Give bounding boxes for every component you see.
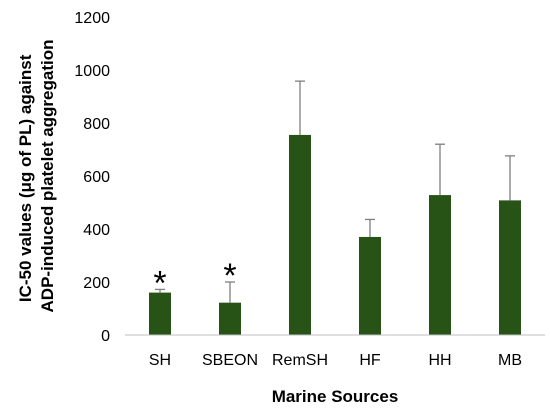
bar (289, 134, 311, 335)
x-axis-title: Marine Sources (272, 387, 399, 406)
bar (499, 200, 521, 335)
x-tick-label: RemSH (272, 352, 328, 369)
x-tick-label: SH (149, 352, 171, 369)
error-bars (155, 80, 515, 303)
bar (219, 302, 241, 335)
y-tick-label: 1000 (74, 63, 110, 80)
bar (149, 292, 171, 335)
y-tick-label: 1200 (74, 10, 110, 27)
significance-annotation: * (153, 264, 166, 302)
bar (429, 195, 451, 335)
x-tick-label: HF (359, 352, 381, 369)
y-axis-title: IC-50 values (μg of PL) against ADP-indu… (16, 40, 57, 313)
y-tick-label: 200 (83, 275, 110, 292)
y-axis-ticks: 0 200 400 600 800 1000 1200 (74, 10, 110, 345)
y-tick-label: 400 (83, 222, 110, 239)
annotations: * * (153, 257, 236, 302)
bar (359, 236, 381, 335)
y-axis-title-line-2: ADP-induced platelet aggregation (38, 40, 57, 313)
y-tick-label: 800 (83, 116, 110, 133)
x-axis-ticks: SH SBEON RemSH HF HH MB (149, 352, 522, 369)
y-axis-title-line-1: IC-50 values (μg of PL) against (16, 54, 35, 302)
y-tick-label: 600 (83, 169, 110, 186)
significance-annotation: * (223, 257, 236, 295)
x-tick-label: SBEON (202, 352, 258, 369)
x-tick-label: MB (498, 352, 522, 369)
y-tick-label: 0 (101, 328, 110, 345)
x-tick-label: HH (428, 352, 451, 369)
bars (149, 134, 521, 335)
